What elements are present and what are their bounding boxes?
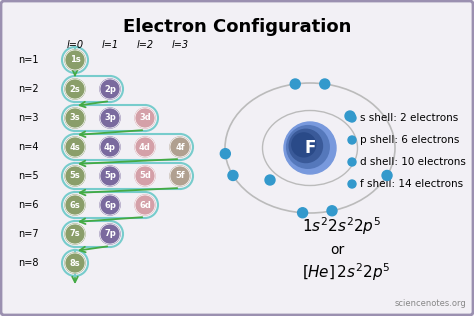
Text: 5s: 5s [70,172,81,180]
Circle shape [265,175,275,185]
Text: 4f: 4f [175,143,185,151]
Text: 7p: 7p [104,229,116,239]
Circle shape [65,108,85,128]
Text: F: F [304,139,316,157]
Circle shape [298,208,308,218]
Circle shape [290,79,300,89]
Circle shape [65,195,85,215]
Circle shape [287,126,329,168]
Text: 6p: 6p [104,200,116,210]
Circle shape [228,170,238,180]
Text: 3s: 3s [70,113,80,123]
Circle shape [135,195,155,215]
Text: 5p: 5p [104,172,116,180]
Text: n=1: n=1 [18,55,38,65]
Circle shape [100,137,120,157]
Circle shape [65,79,85,99]
Text: n=2: n=2 [18,84,38,94]
Text: n=4: n=4 [18,142,38,152]
Text: d shell: 10 electrons: d shell: 10 electrons [360,157,466,167]
Text: n=5: n=5 [18,171,38,181]
Text: 7s: 7s [70,229,80,239]
Circle shape [348,136,356,144]
Text: 4p: 4p [104,143,116,151]
Text: n=7: n=7 [18,229,38,239]
Circle shape [135,108,155,128]
Circle shape [220,149,230,159]
Circle shape [327,206,337,216]
Text: l=2: l=2 [137,40,154,50]
Circle shape [100,166,120,186]
Text: 6d: 6d [139,200,151,210]
Circle shape [382,170,392,180]
Text: $1s^22s^22p^5$: $1s^22s^22p^5$ [302,215,381,237]
Circle shape [100,195,120,215]
Text: l=3: l=3 [172,40,189,50]
Circle shape [100,108,120,128]
Text: n=3: n=3 [18,113,38,123]
Text: Electron Configuration: Electron Configuration [123,18,351,36]
Text: 3d: 3d [139,113,151,123]
Circle shape [135,137,155,157]
Circle shape [65,224,85,244]
Circle shape [345,111,355,121]
Text: n=8: n=8 [18,258,38,268]
Circle shape [348,180,356,188]
Circle shape [292,133,316,157]
Circle shape [65,50,85,70]
Text: s shell: 2 electrons: s shell: 2 electrons [360,113,458,123]
Circle shape [289,129,322,162]
Text: sciencenotes.org: sciencenotes.org [394,299,466,308]
Circle shape [65,137,85,157]
Circle shape [135,166,155,186]
Text: or: or [330,243,344,257]
Text: $[He]\, 2s^22p^5$: $[He]\, 2s^22p^5$ [302,261,390,283]
Circle shape [100,79,120,99]
Text: f shell: 14 electrons: f shell: 14 electrons [360,179,463,189]
Circle shape [170,137,190,157]
Circle shape [284,122,336,174]
Text: l=0: l=0 [66,40,83,50]
Text: 1s: 1s [70,56,81,64]
Circle shape [320,79,330,89]
Circle shape [65,166,85,186]
Circle shape [348,114,356,122]
Text: 5f: 5f [175,172,185,180]
Text: p shell: 6 electrons: p shell: 6 electrons [360,135,459,145]
Text: 3p: 3p [104,113,116,123]
Text: 6s: 6s [70,200,81,210]
Text: 4d: 4d [139,143,151,151]
Circle shape [100,224,120,244]
Circle shape [170,166,190,186]
Text: n=6: n=6 [18,200,38,210]
Text: 2p: 2p [104,84,116,94]
Text: 2s: 2s [70,84,81,94]
Circle shape [348,158,356,166]
Text: l=1: l=1 [101,40,118,50]
Text: 4s: 4s [70,143,81,151]
Text: 8s: 8s [70,258,80,268]
Text: 5d: 5d [139,172,151,180]
Circle shape [65,253,85,273]
